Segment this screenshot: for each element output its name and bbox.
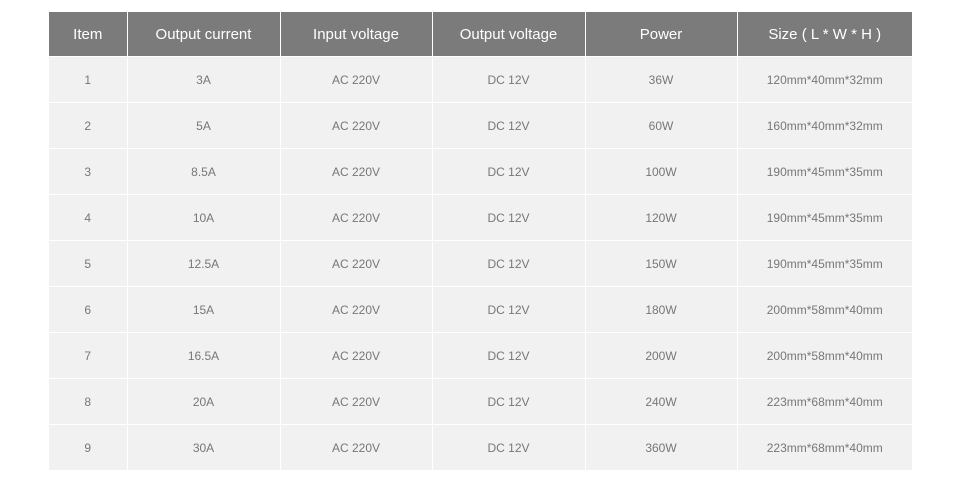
table-cell: 190mm*45mm*35mm (737, 194, 912, 241)
table-cell: AC 220V (280, 148, 433, 195)
table-cell: DC 12V (432, 102, 586, 149)
table-cell: 100W (585, 148, 738, 195)
table-row: 4 10A AC 220V DC 12V 120W 190mm*45mm*35mm (49, 194, 912, 241)
table-cell: 12.5A (127, 240, 281, 287)
table-cell: 223mm*68mm*40mm (737, 378, 912, 425)
table-cell: 150W (585, 240, 738, 287)
table-cell: AC 220V (280, 194, 433, 241)
table-row: 3 8.5A AC 220V DC 12V 100W 190mm*45mm*35mm (49, 148, 912, 195)
header-cell: Output current (127, 12, 281, 57)
table-cell: DC 12V (432, 56, 586, 103)
header-cell: Power (585, 12, 738, 57)
table-cell: DC 12V (432, 378, 586, 425)
spec-table: Item Output current Input voltage Output vo… (49, 12, 912, 471)
table-row: 7 16.5A AC 220V DC 12V 200W 200mm*58mm*40mm (49, 332, 912, 379)
table-cell: 1 (49, 56, 128, 103)
table-cell: DC 12V (432, 424, 586, 471)
table-cell: DC 12V (432, 286, 586, 333)
table-cell: AC 220V (280, 286, 433, 333)
table-cell: 200mm*58mm*40mm (737, 286, 912, 333)
table-row: 2 5A AC 220V DC 12V 60W 160mm*40mm*32mm (49, 102, 912, 149)
table-cell: AC 220V (280, 424, 433, 471)
table-cell: 20A (127, 378, 281, 425)
table-row: 1 3A AC 220V DC 12V 36W 120mm*40mm*32mm (49, 56, 912, 103)
table-cell: DC 12V (432, 194, 586, 241)
table-row: 5 12.5A AC 220V DC 12V 150W 190mm*45mm*35mm (49, 240, 912, 287)
table-cell: 8 (49, 378, 128, 425)
table-cell: 7 (49, 332, 128, 379)
header-cell: Item (49, 12, 128, 57)
table-cell: 190mm*45mm*35mm (737, 148, 912, 195)
table-cell: DC 12V (432, 332, 586, 379)
header-cell: Input voltage (280, 12, 433, 57)
table-row: 8 20A AC 220V DC 12V 240W 223mm*68mm*40mm (49, 378, 912, 425)
table-cell: 2 (49, 102, 128, 149)
header-cell: Size ( L * W * H ) (737, 12, 912, 57)
table-cell: 60W (585, 102, 738, 149)
table-cell: DC 12V (432, 240, 586, 287)
table-cell: 5A (127, 102, 281, 149)
table-cell: 120mm*40mm*32mm (737, 56, 912, 103)
table-cell: 240W (585, 378, 738, 425)
table-cell: 200mm*58mm*40mm (737, 332, 912, 379)
table-cell: 180W (585, 286, 738, 333)
header-row: Item Output current Input voltage Output vo… (49, 12, 912, 57)
table-body: 1 3A AC 220V DC 12V 36W 120mm*40mm*32mm 2 5A AC … (49, 56, 912, 471)
table-cell: DC 12V (432, 148, 586, 195)
table-cell: 16.5A (127, 332, 281, 379)
table-cell: AC 220V (280, 56, 433, 103)
table-cell: 30A (127, 424, 281, 471)
table-cell: 190mm*45mm*35mm (737, 240, 912, 287)
table-cell: 8.5A (127, 148, 281, 195)
table-cell: 9 (49, 424, 128, 471)
table-cell: AC 220V (280, 378, 433, 425)
table-cell: 160mm*40mm*32mm (737, 102, 912, 149)
header-cell: Output voltage (432, 12, 586, 57)
table-row: 6 15A AC 220V DC 12V 180W 200mm*58mm*40mm (49, 286, 912, 333)
table-row: 9 30A AC 220V DC 12V 360W 223mm*68mm*40mm (49, 424, 912, 471)
table-cell: 200W (585, 332, 738, 379)
table-cell: 36W (585, 56, 738, 103)
table-cell: 3 (49, 148, 128, 195)
table-cell: 15A (127, 286, 281, 333)
table-cell: AC 220V (280, 332, 433, 379)
table-cell: 360W (585, 424, 738, 471)
table-cell: AC 220V (280, 102, 433, 149)
table-cell: 10A (127, 194, 281, 241)
table-cell: 5 (49, 240, 128, 287)
table-cell: AC 220V (280, 240, 433, 287)
table-cell: 120W (585, 194, 738, 241)
table-cell: 223mm*68mm*40mm (737, 424, 912, 471)
table-cell: 6 (49, 286, 128, 333)
table-cell: 3A (127, 56, 281, 103)
table-cell: 4 (49, 194, 128, 241)
